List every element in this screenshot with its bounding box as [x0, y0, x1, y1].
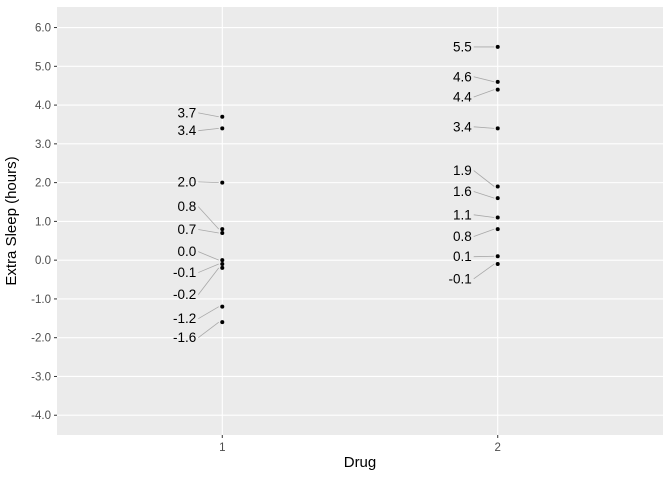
leader-line: [473, 170, 495, 187]
y-tick-label: 1.0: [35, 216, 51, 228]
x-tick-label: 2: [495, 442, 501, 454]
data-point: [220, 227, 225, 232]
leader-line: [198, 321, 220, 339]
plot-generated-layer: -4.0 -3.0 -2.0 -1.0 0.0 1.0 2.0 3.0 4.0 5.0 6.0 1 2 3…: [31, 7, 663, 454]
y-tick-label: -2.0: [31, 333, 51, 345]
leader-line: [198, 229, 219, 234]
data-point: [495, 184, 500, 189]
leader-line: [198, 263, 219, 273]
data-point: [495, 79, 500, 84]
point-value-label: -0.2: [173, 287, 196, 302]
y-tick-label: -3.0: [31, 371, 51, 383]
data-point: [495, 262, 500, 267]
y-tick-label: 4.0: [35, 100, 51, 112]
leader-line: [473, 126, 495, 129]
point-value-label: 1.6: [453, 184, 472, 199]
data-point: [220, 320, 225, 325]
leader-line: [198, 127, 219, 132]
point-value-label: 1.1: [453, 207, 472, 222]
y-tick-label: 5.0: [35, 61, 51, 73]
data-point: [495, 227, 500, 232]
point-value-label: 0.0: [177, 244, 196, 259]
point-value-label: -0.1: [448, 271, 471, 286]
point-value-label: 0.8: [453, 229, 472, 244]
data-point: [495, 44, 500, 49]
data-point: [495, 126, 500, 131]
data-point: [220, 126, 225, 131]
y-tick-label: -1.0: [31, 294, 51, 306]
data-point: [495, 215, 500, 220]
point-value-label: 0.8: [177, 199, 196, 214]
leader-line: [197, 267, 220, 295]
leader-line: [473, 214, 495, 218]
leader-line: [473, 263, 495, 280]
y-axis-title: Extra Sleep (hours): [3, 156, 20, 285]
point-value-label: 3.4: [177, 123, 196, 138]
data-point: [220, 180, 225, 185]
point-value-label: -0.1: [173, 265, 196, 280]
point-value-label: 1.9: [453, 163, 472, 178]
data-point: [220, 304, 225, 309]
point-value-label: 4.4: [453, 89, 472, 104]
point-value-label: 4.6: [453, 69, 472, 84]
point-value-label: 3.4: [453, 119, 472, 134]
point-value-label: 5.5: [453, 39, 472, 54]
point-value-label: -1.2: [173, 311, 196, 326]
data-point: [220, 231, 225, 236]
data-point: [220, 258, 225, 263]
point-value-label: 0.7: [177, 222, 196, 237]
y-tick-label: 6.0: [35, 23, 51, 35]
leader-line: [198, 112, 219, 118]
y-tick-label: 0.0: [35, 255, 51, 267]
data-point: [220, 265, 225, 270]
leader-line: [473, 76, 495, 83]
data-point: [495, 196, 500, 201]
y-tick-label: 2.0: [35, 178, 51, 190]
x-axis-title: Drug: [344, 454, 377, 471]
point-value-label: 2.0: [177, 174, 196, 189]
y-tick-label: 3.0: [35, 139, 51, 151]
leader-line: [198, 181, 219, 184]
leader-line: [473, 228, 495, 237]
leader-line: [197, 206, 220, 230]
data-point: [495, 254, 500, 259]
leader-line: [198, 251, 219, 261]
data-point: [495, 87, 500, 92]
point-value-label: 3.7: [177, 105, 196, 120]
leader-line: [473, 89, 495, 98]
point-value-label: -1.6: [173, 330, 196, 345]
leader-line: [473, 191, 495, 199]
data-point: [220, 114, 225, 119]
leader-line: [198, 306, 219, 320]
x-tick-label: 1: [219, 442, 225, 454]
y-tick-label: -4.0: [31, 410, 51, 422]
point-value-label: 0.1: [453, 249, 472, 264]
data-point: [220, 262, 225, 267]
